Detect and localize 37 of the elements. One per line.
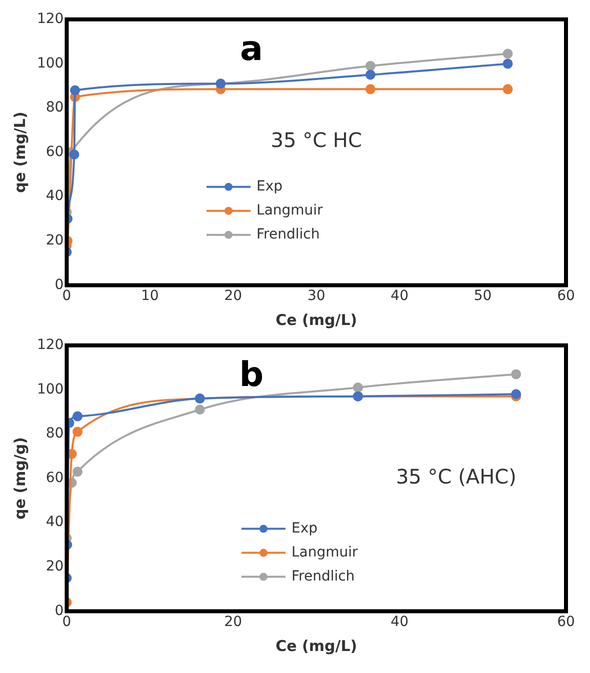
y-tick-label: 100 — [36, 381, 64, 398]
x-tick-label: 40 — [390, 614, 408, 630]
y-tick-label: 20 — [46, 558, 64, 575]
legend-label: Frendlich — [256, 226, 320, 242]
x-tick-label: 10 — [141, 288, 159, 304]
x-tick-label: 30 — [307, 288, 326, 304]
y-tick-label: 20 — [46, 232, 64, 249]
legend-label: Frendlich — [291, 568, 355, 584]
x-axis-title: Ce (mg/L) — [276, 310, 358, 329]
legend-label: Langmuir — [256, 202, 324, 218]
legend-label: Exp — [256, 178, 283, 194]
legend-label: Exp — [291, 520, 318, 536]
y-tick-label: 120 — [36, 11, 64, 28]
x-tick-label: 20 — [224, 288, 242, 304]
y-tick-label: 40 — [46, 188, 64, 204]
y-tick-label: 60 — [46, 144, 64, 160]
y-tick-label: 40 — [46, 514, 64, 530]
x-tick-label: 60 — [557, 288, 575, 304]
y-tick-label: 80 — [46, 100, 64, 116]
x-tick-label: 50 — [474, 288, 492, 304]
y-tick-label: 0 — [54, 276, 64, 293]
legend-label: Langmuir — [291, 544, 358, 560]
y-tick-label: 100 — [36, 55, 64, 72]
y-axis-title: qe (mg/L) — [10, 112, 29, 193]
y-tick-label: 0 — [54, 602, 64, 619]
annotation: 35 °C (AHC) — [396, 464, 516, 489]
annotation: 35 °C HC — [270, 128, 362, 152]
x-tick-label: 60 — [557, 614, 575, 630]
y-tick-label: 60 — [46, 470, 64, 486]
y-tick-label: 80 — [46, 426, 64, 442]
y-tick-label: 120 — [36, 337, 64, 354]
chart-title: a — [240, 29, 263, 70]
chart-title: b — [239, 355, 264, 396]
y-axis-title: qe (mg/g) — [10, 437, 29, 520]
x-axis-title: Ce (mg/L) — [276, 636, 358, 655]
x-tick-label: 40 — [390, 288, 408, 304]
x-tick-label: 20 — [224, 614, 242, 630]
